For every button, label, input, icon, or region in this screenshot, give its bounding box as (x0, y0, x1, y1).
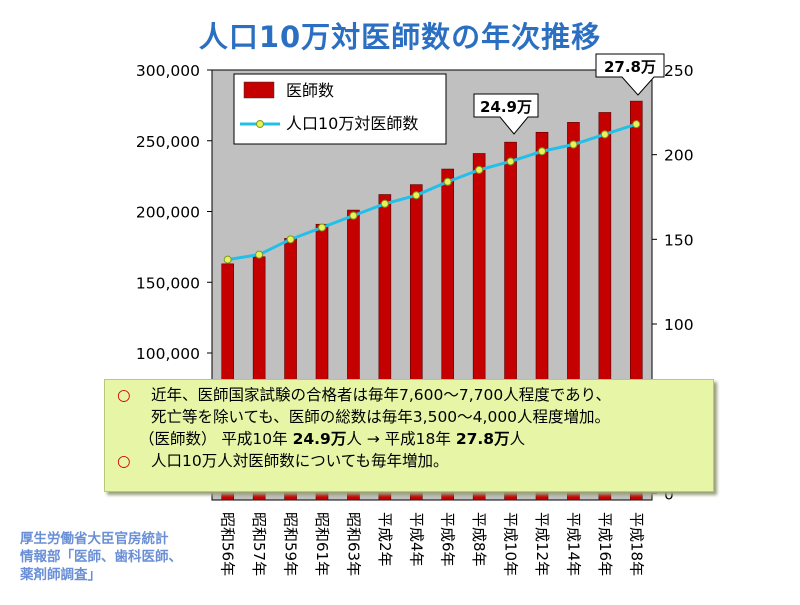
x-tick-label: 昭和59年 (282, 512, 300, 576)
legend: 医師数 人口10万対医師数 (233, 73, 447, 145)
callout-2-text: 27.8万 (604, 58, 656, 76)
y-left-tick-label: 100,000 (136, 345, 200, 363)
summary-note: ○ 近年、医師国家試験の合格者は毎年7,600～7,700人程度であり、 死亡等を… (104, 379, 714, 492)
line-point (600, 130, 609, 139)
callout-1: 24.9万 (473, 93, 539, 135)
x-tick-label: 平成4年 (407, 512, 425, 567)
source-line-3: 薬剤師調査」 (20, 567, 101, 583)
line-point (286, 235, 295, 244)
y-right-tick-label: 250 (664, 62, 694, 80)
line-point (569, 140, 578, 149)
y-left-tick-label: 200,000 (136, 204, 200, 222)
line-point (318, 223, 326, 232)
x-tick-label: 平成18年 (627, 512, 645, 576)
x-tick-label: 平成8年 (470, 512, 488, 567)
note-bullet: ○ (117, 452, 131, 470)
callout-2: 27.8万 (595, 53, 665, 96)
y-right-tick-label: 0 (664, 485, 674, 503)
note-line-3-value-2: 27.8万 (455, 430, 510, 448)
line-point (380, 199, 389, 208)
line-point (443, 177, 452, 186)
line-point (538, 147, 546, 156)
line-point (349, 211, 358, 220)
line-point (255, 250, 264, 259)
y-left-tick-label: 150,000 (136, 274, 200, 292)
legend-line-label: 人口10万対医師数 (286, 114, 418, 133)
x-tick-label: 平成16年 (596, 512, 614, 576)
y-axis-left: 300,000 250,000 200,000 150,000 100,000 (136, 62, 212, 363)
note-bullet: ○ (117, 386, 131, 404)
y-right-tick-label: 150 (664, 231, 694, 249)
x-tick-label: 平成10年 (502, 512, 520, 576)
x-tick-label: 平成14年 (564, 512, 582, 576)
x-tick-label: 昭和61年 (313, 512, 331, 576)
note-line-3-value-1: 24.9万 (292, 430, 347, 448)
x-axis-labels: 昭和56年 昭和57年 昭和59年 昭和61年 昭和63年 平成2年 平成4年 平成6年 平成8… (219, 512, 646, 576)
legend-bar-swatch (243, 81, 275, 99)
legend-bar-label: 医師数 (286, 81, 334, 100)
y-right-tick-label: 100 (664, 316, 694, 334)
source-line-1: 厚生労働省大臣官房統計 (20, 531, 169, 547)
note-line-2: 死亡等を除いても、医師の総数は毎年3,500～4,000人程度増加。 (151, 408, 611, 426)
line-series (223, 120, 641, 264)
line-point (506, 157, 515, 166)
x-tick-label: 平成2年 (376, 512, 394, 567)
y-right-tick-label: 200 (664, 147, 694, 165)
y-left-tick-label: 300,000 (136, 62, 200, 80)
source-line-2: 情報部「医師、歯科医師、 (20, 549, 182, 565)
note-line-3-post: 人 (509, 430, 526, 448)
source-note: 厚生労働省大臣官房統計 情報部「医師、歯科医師、 薬剤師調査」 (20, 530, 220, 584)
x-tick-label: 昭和56年 (219, 512, 237, 576)
note-line-3-pre: （医師数） 平成10年 (139, 430, 293, 448)
x-tick-label: 昭和57年 (250, 512, 268, 576)
line-point (412, 191, 421, 200)
callout-1-text: 24.9万 (480, 98, 532, 116)
chart-title: 人口10万対医師数の年次推移 (198, 20, 602, 54)
x-tick-label: 昭和63年 (344, 512, 362, 576)
y-left-tick-label: 250,000 (136, 133, 200, 151)
line-point (223, 255, 232, 264)
x-tick-label: 平成12年 (533, 512, 551, 576)
series-line (227, 122, 637, 262)
line-point (632, 120, 641, 129)
note-line-3-mid: 人 → 平成18年 (346, 430, 456, 448)
y-axis-right: 250 200 150 100 0 (652, 62, 694, 503)
note-line-4: 人口10万人対医師数についても毎年増加。 (151, 452, 449, 470)
note-line-1: 近年、医師国家試験の合格者は毎年7,600～7,700人程度であり、 (151, 386, 611, 404)
x-tick-label: 平成6年 (439, 512, 457, 567)
line-point (475, 165, 484, 174)
